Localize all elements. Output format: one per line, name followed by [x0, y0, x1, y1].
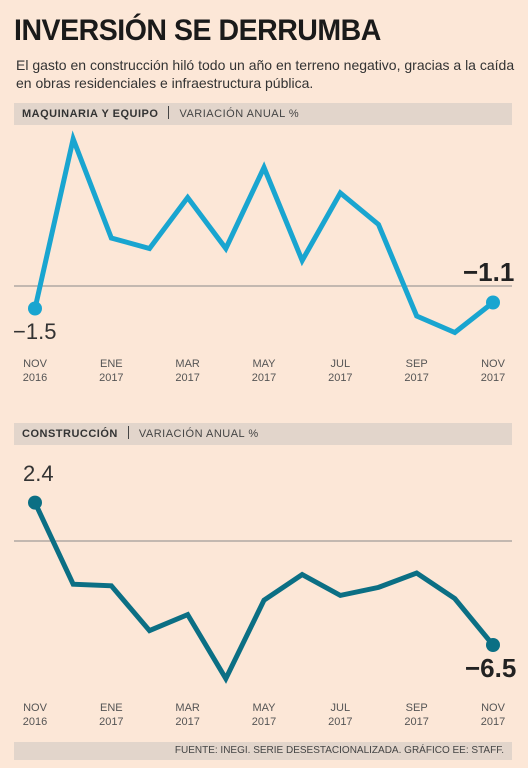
x-tick-label: NOV 2017	[480, 702, 506, 728]
end-marker	[28, 301, 42, 316]
panel-header: MAQUINARIA Y EQUIPO VARIACIÓN ANUAL %	[14, 103, 512, 125]
separator	[168, 106, 170, 119]
chart-title: MAQUINARIA Y EQUIPO	[22, 108, 159, 120]
x-tick-label: MAY 2017	[251, 358, 277, 384]
x-tick-label: SEP 2017	[404, 702, 429, 728]
end-marker	[486, 638, 500, 652]
x-tick-label: NOV 2017	[480, 358, 506, 384]
x-tick-label: MAR 2017	[175, 358, 200, 384]
x-tick-label: MAR 2017	[175, 702, 200, 728]
title: INVERSIÓN SE DERRUMBA	[14, 14, 381, 47]
x-tick-label: JUL 2017	[328, 358, 353, 384]
x-tick-label: NOV 2016	[22, 358, 48, 384]
chart-title: CONSTRUCCIÓN	[22, 428, 118, 440]
x-tick-label: ENE 2017	[99, 358, 124, 384]
end-marker	[28, 495, 42, 510]
end-marker	[486, 295, 500, 310]
series-line	[32, 501, 495, 684]
x-tick-label: NOV 2016	[22, 702, 48, 728]
value-label: −6.5	[465, 653, 517, 683]
source: FUENTE: INEGI. SERIE DESESTACIONALIZADA.…	[14, 742, 512, 760]
value-label: −1.5	[13, 318, 57, 344]
subtitle: El gasto en construcción hiló todo un añ…	[16, 57, 515, 91]
x-tick-label: JUL 2017	[328, 702, 353, 728]
separator	[127, 426, 129, 439]
x-tick-label: ENE 2017	[99, 702, 124, 728]
series-line	[32, 130, 495, 336]
x-tick-label: MAY 2017	[251, 702, 277, 728]
value-label: 2.4	[23, 460, 54, 486]
panel-header: CONSTRUCCIÓN VARIACIÓN ANUAL %	[14, 423, 512, 445]
y-axis-label: VARIACIÓN ANUAL %	[179, 108, 300, 120]
y-axis-label: VARIACIÓN ANUAL %	[138, 428, 259, 440]
x-tick-label: SEP 2017	[404, 358, 429, 384]
value-label: −1.1	[463, 256, 515, 287]
